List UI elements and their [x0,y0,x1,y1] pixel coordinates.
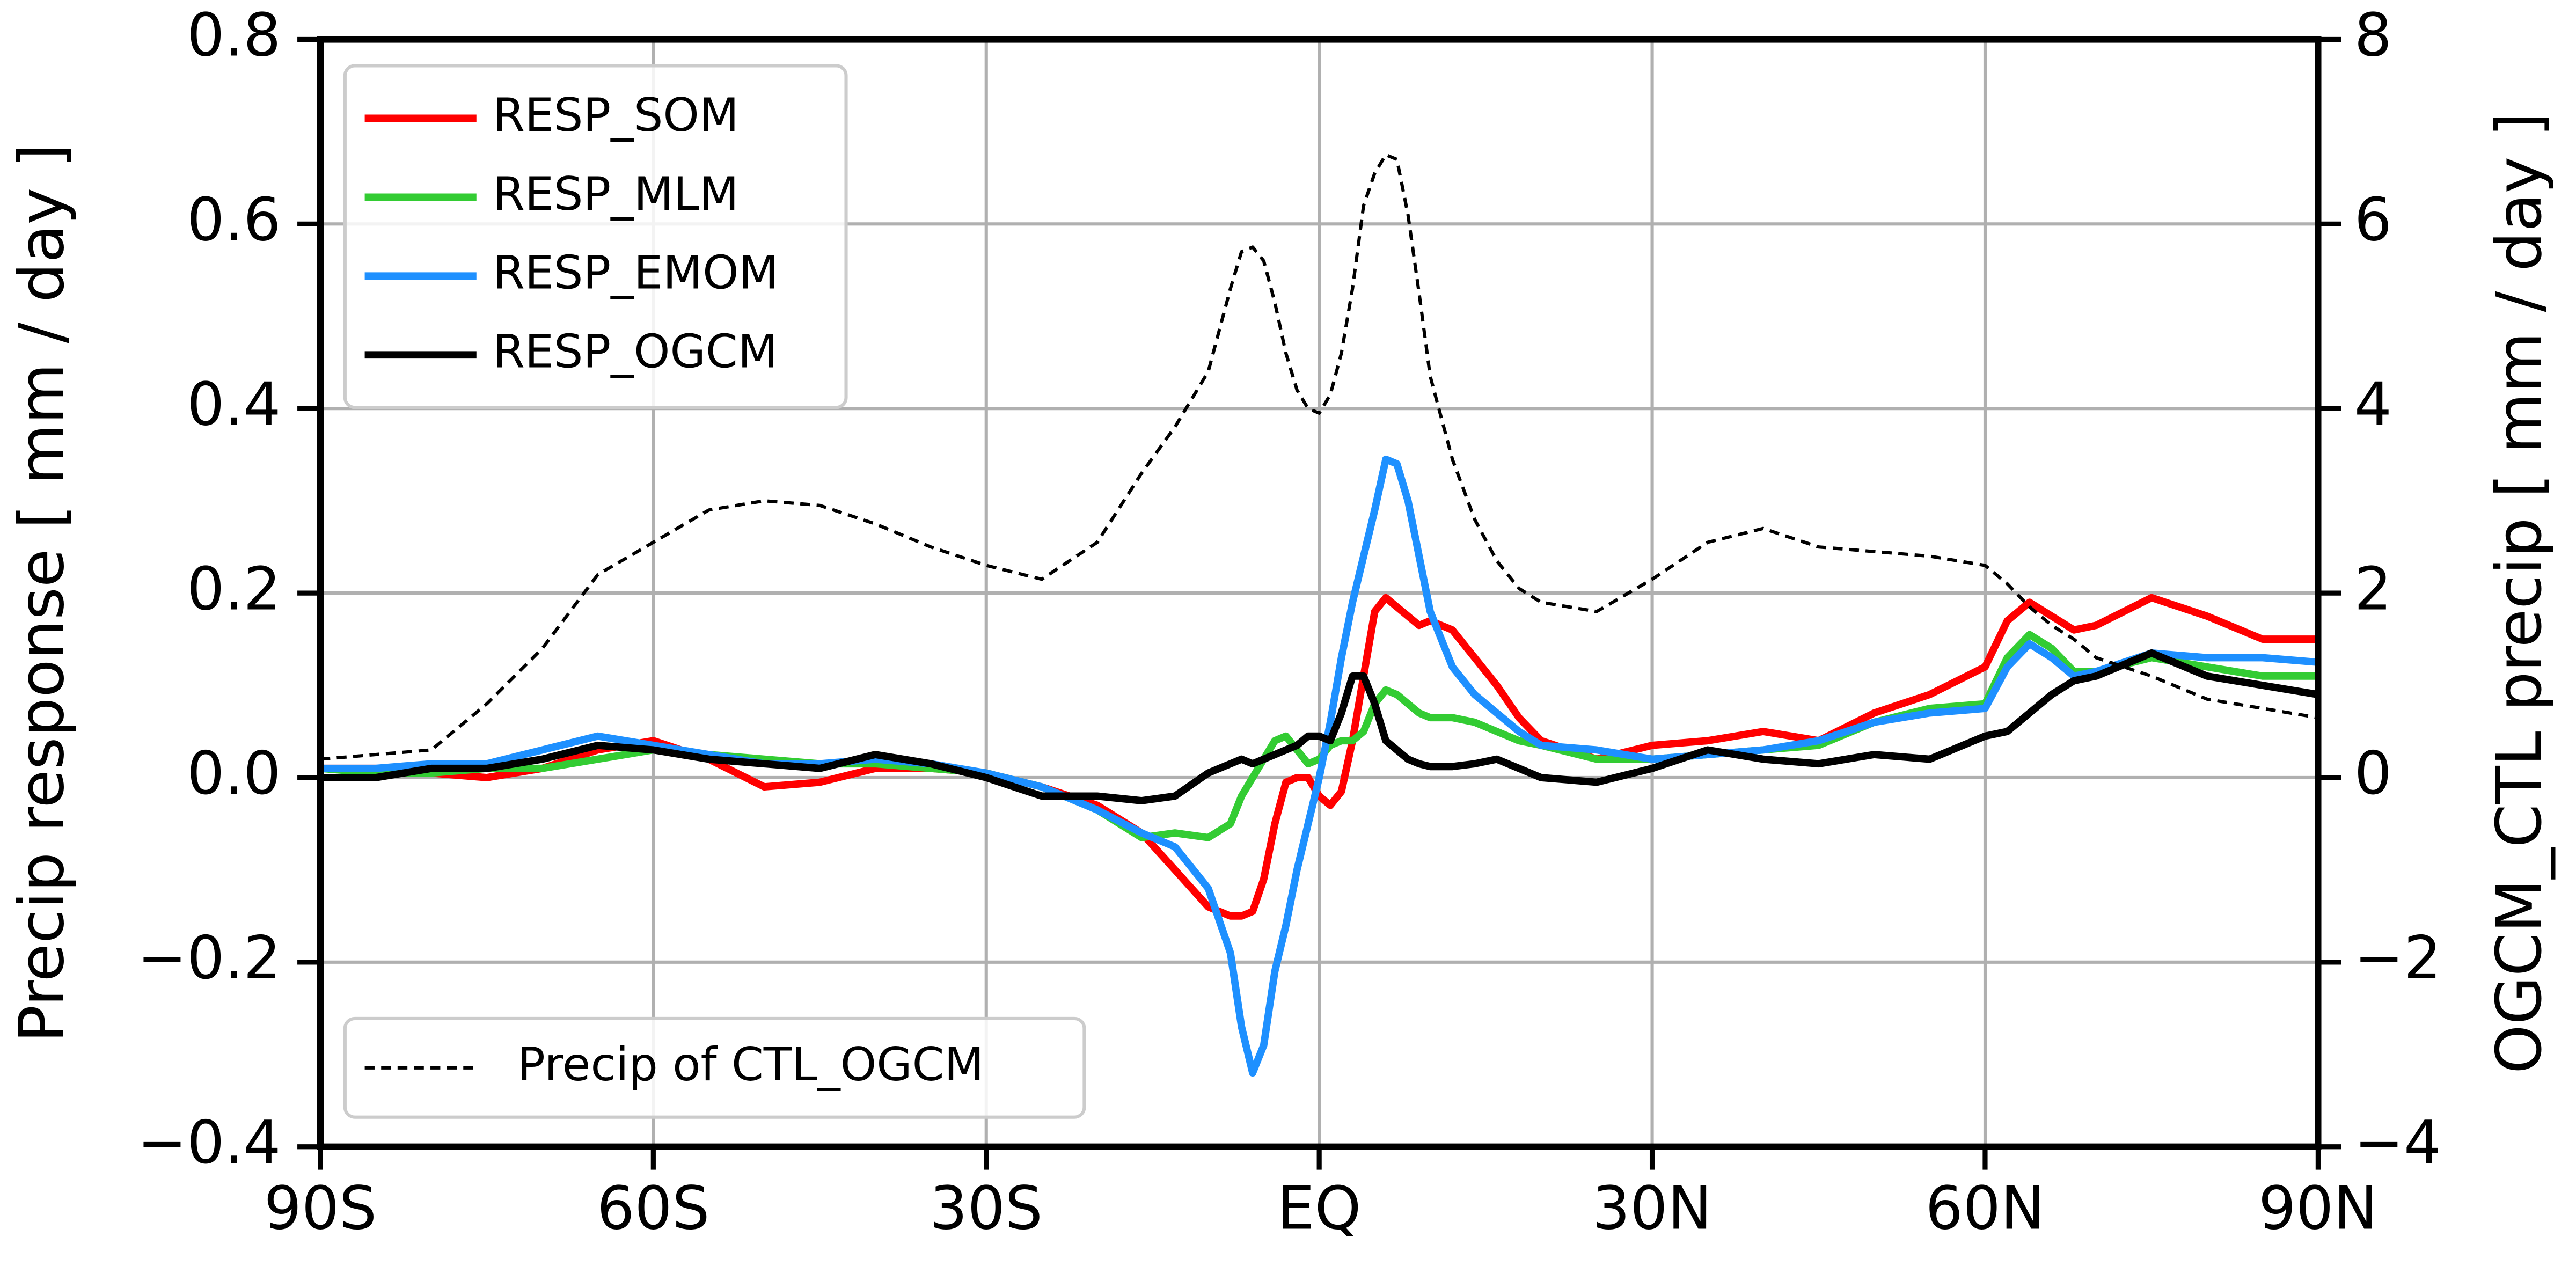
y2-tick-label: −4 [2354,1108,2441,1177]
y2-axis-label: OGCM_CTL precip [ mm / day ] [2483,112,2556,1074]
x-tick-label: EQ [1277,1174,1361,1242]
y2-tick-label: 8 [2354,1,2392,70]
y2-tick-label: 0 [2354,739,2392,808]
legend-label: RESP_SOM [493,89,738,142]
y-tick-label: 0.6 [187,186,281,254]
series-line [320,649,2319,804]
y-tick-label: 0.8 [187,1,281,70]
y-tick-label: 0.2 [187,554,281,623]
y-axis-label: Precip response [ mm / day ] [5,143,78,1043]
legend-label: RESP_EMOM [493,246,778,300]
x-tick-label: 30N [1592,1174,1712,1242]
legend-label: RESP_MLM [493,167,738,221]
x-tick-label: 30S [930,1174,1043,1242]
y-tick-label: 0.0 [187,739,281,808]
x-tick-label: 90N [2258,1174,2378,1242]
y2-tick-label: 4 [2354,370,2392,438]
x-tick-label: 60S [597,1174,709,1242]
y-tick-label: −0.4 [137,1108,281,1177]
y2-tick-label: 6 [2354,186,2392,254]
dashed-line [320,153,2318,761]
legend-label: RESP_OGCM [493,325,777,379]
legend-box [343,64,848,409]
legend-box [343,1016,1086,1119]
y2-tick-label: 2 [2354,554,2392,623]
x-tick-label: 90S [264,1174,377,1242]
plot-frame [317,36,2322,1150]
y-tick-label: −0.2 [137,924,281,992]
legend-label: Precip of CTL_OGCM [517,1038,984,1092]
y-tick-label: 0.4 [187,370,281,438]
x-tick-label: 60N [1926,1174,2045,1242]
y2-tick-label: −2 [2354,924,2441,992]
